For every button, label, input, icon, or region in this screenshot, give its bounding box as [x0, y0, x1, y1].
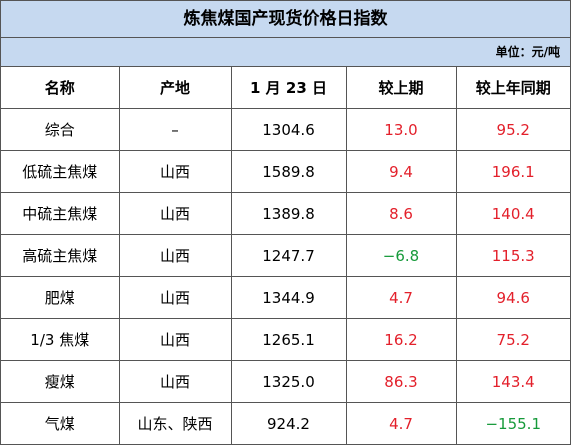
table-cell: 山西 — [118, 276, 232, 319]
table-cell: 4.7 — [345, 402, 457, 444]
table-cell: 高硫主焦煤 — [1, 234, 120, 277]
table-row: 中硫主焦煤 山西 1389.8 8.6 140.4 — [1, 192, 570, 235]
table-cell: −6.8 — [345, 234, 457, 277]
table-row: 肥煤 山西 1344.9 4.7 94.6 — [1, 276, 570, 319]
table-row: 气煤 山东、陕西 924.2 4.7 −155.1 — [1, 402, 570, 444]
table-cell: 1247.7 — [230, 234, 347, 277]
table-cell: 瘦煤 — [1, 360, 120, 403]
unit-label: 单位：元/吨 — [1, 38, 570, 67]
header-cell: 名称 — [1, 67, 120, 109]
table-title: 炼焦煤国产现货价格日指数 — [1, 1, 570, 38]
table-cell: 140.4 — [455, 192, 570, 235]
table-row: 综合 –1304.6 13.0 95.2 — [1, 108, 570, 151]
table-cell: 196.1 — [455, 150, 570, 193]
table-cell: 86.3 — [345, 360, 457, 403]
table-cell: 山西 — [118, 318, 232, 361]
table-row: 低硫主焦煤 山西 1589.8 9.4 196.1 — [1, 150, 570, 193]
table-cell: 低硫主焦煤 — [1, 150, 120, 193]
table-cell: – — [118, 108, 232, 151]
table-cell: 75.2 — [455, 318, 570, 361]
table-cell: 16.2 — [345, 318, 457, 361]
table-cell: 1389.8 — [230, 192, 347, 235]
header-cell: 产地 — [118, 67, 232, 109]
table-cell: 山西 — [118, 192, 232, 235]
table-cell: 山西 — [118, 360, 232, 403]
table-cell: 143.4 — [455, 360, 570, 403]
table-cell: −155.1 — [455, 402, 570, 444]
table-cell: 95.2 — [455, 108, 570, 151]
table-cell: 1344.9 — [230, 276, 347, 319]
table-cell: 山西 — [118, 150, 232, 193]
table-row: 高硫主焦煤 山西 1247.7 −6.8 115.3 — [1, 234, 570, 277]
table-body: 综合 –1304.6 13.0 95.2 低硫主焦煤 山西 1589.8 9.4 196.1 中硫… — [1, 108, 570, 444]
table-cell: 1265.1 — [230, 318, 347, 361]
table-cell: 1/3 焦煤 — [1, 318, 120, 361]
table-cell: 94.6 — [455, 276, 570, 319]
header-cell: 较上期 — [345, 67, 457, 109]
header-row: 名称 产地 1 月 23 日较上期 较上年同期 — [1, 67, 570, 109]
header-cell: 1 月 23 日 — [230, 67, 347, 109]
table-row: 1/3 焦煤 山西 1265.1 16.2 75.2 — [1, 318, 570, 361]
header-cell: 较上年同期 — [455, 67, 570, 109]
table-cell: 4.7 — [345, 276, 457, 319]
table-cell: 肥煤 — [1, 276, 120, 319]
table-cell: 山西 — [118, 234, 232, 277]
table-cell: 综合 — [1, 108, 120, 151]
table-cell: 9.4 — [345, 150, 457, 193]
table-row: 瘦煤 山西 1325.0 86.3 143.4 — [1, 360, 570, 403]
table-cell: 山东、陕西 — [118, 402, 232, 444]
table-cell: 气煤 — [1, 402, 120, 444]
price-table: 名称 产地 1 月 23 日较上期 较上年同期 综合 –1304.6 13.0 95.2 低硫… — [1, 67, 570, 444]
table-cell: 1304.6 — [230, 108, 347, 151]
table-cell: 8.6 — [345, 192, 457, 235]
table-cell: 1589.8 — [230, 150, 347, 193]
table-cell: 中硫主焦煤 — [1, 192, 120, 235]
table-cell: 1325.0 — [230, 360, 347, 403]
table-cell: 13.0 — [345, 108, 457, 151]
table-cell: 115.3 — [455, 234, 570, 277]
table-cell: 924.2 — [230, 402, 347, 444]
